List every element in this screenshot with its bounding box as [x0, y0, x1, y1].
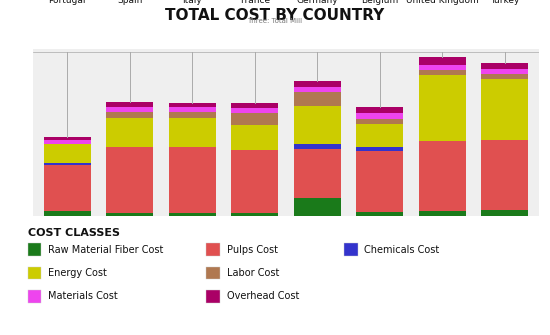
Bar	[44, 163, 91, 165]
Bar	[419, 75, 466, 141]
Bar	[44, 137, 91, 140]
Bar	[169, 118, 216, 146]
Bar	[356, 151, 403, 212]
Text: Pulps Cost: Pulps Cost	[227, 245, 278, 255]
Bar	[44, 144, 91, 163]
Bar	[356, 107, 403, 113]
Bar	[481, 210, 528, 216]
Text: Germany: Germany	[296, 0, 338, 5]
Bar	[106, 107, 153, 112]
Bar	[294, 198, 340, 216]
Bar	[232, 108, 278, 113]
Bar	[419, 70, 466, 75]
Bar	[232, 150, 278, 213]
Text: Raw Material Fiber Cost: Raw Material Fiber Cost	[48, 245, 163, 255]
Bar	[106, 102, 153, 107]
Text: Italy: Italy	[183, 0, 202, 5]
Bar	[44, 165, 91, 211]
Text: Labor Cost: Labor Cost	[227, 268, 279, 278]
Text: Chemicals Cost: Chemicals Cost	[364, 245, 439, 255]
Text: Portugal: Portugal	[48, 0, 86, 5]
Text: Overhead Cost: Overhead Cost	[227, 291, 299, 302]
Bar	[481, 140, 528, 210]
Text: France: France	[240, 0, 270, 5]
Bar	[232, 213, 278, 216]
Bar	[232, 125, 278, 150]
Text: Materials Cost: Materials Cost	[48, 291, 118, 302]
Bar	[294, 106, 340, 144]
Bar	[419, 211, 466, 216]
Bar	[232, 113, 278, 125]
Bar	[481, 63, 528, 69]
Bar	[106, 213, 153, 216]
Bar	[106, 112, 153, 118]
Bar	[44, 211, 91, 216]
Bar	[169, 112, 216, 118]
Bar	[481, 69, 528, 74]
Bar	[419, 141, 466, 211]
Text: Turkey: Turkey	[490, 0, 519, 5]
Bar	[169, 213, 216, 216]
Bar	[294, 92, 340, 106]
Bar	[106, 118, 153, 146]
Bar	[356, 212, 403, 216]
Bar	[419, 57, 466, 65]
Bar	[44, 140, 91, 144]
Text: TOTAL COST BY COUNTRY: TOTAL COST BY COUNTRY	[166, 8, 384, 23]
Bar	[481, 79, 528, 140]
Bar	[356, 119, 403, 124]
Bar	[294, 81, 340, 87]
Bar	[419, 65, 466, 70]
Bar	[232, 103, 278, 108]
Bar	[481, 74, 528, 79]
Bar	[169, 107, 216, 112]
Bar	[294, 87, 340, 92]
Text: Belgium: Belgium	[361, 0, 398, 5]
Text: COST CLASSES: COST CLASSES	[28, 228, 119, 238]
Bar	[169, 103, 216, 107]
Text: Spain: Spain	[117, 0, 142, 5]
Bar	[294, 149, 340, 198]
Text: Three: Total Mill: Three: Total Mill	[248, 18, 302, 24]
Text: United Kingdom: United Kingdom	[406, 0, 478, 5]
Bar	[356, 113, 403, 119]
Bar	[294, 144, 340, 149]
Bar	[356, 146, 403, 151]
Bar	[169, 146, 216, 213]
Text: Energy Cost: Energy Cost	[48, 268, 107, 278]
Bar	[356, 124, 403, 146]
Bar	[106, 146, 153, 213]
